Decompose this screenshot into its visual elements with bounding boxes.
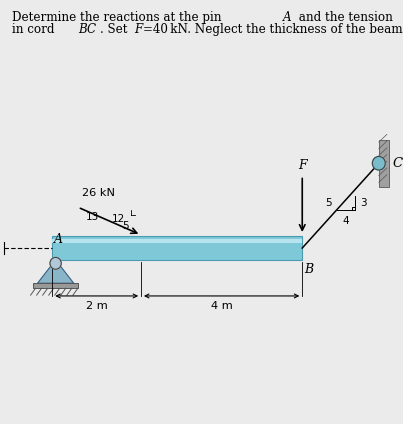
Polygon shape [37, 260, 74, 283]
Text: F: F [134, 23, 142, 36]
Text: A: A [54, 233, 63, 246]
Text: BC: BC [79, 23, 97, 36]
Bar [52, 236, 302, 260]
Circle shape [50, 257, 61, 269]
Text: C: C [392, 157, 402, 170]
Text: 26 kN: 26 kN [82, 188, 115, 198]
Text: F: F [298, 159, 307, 172]
Text: and the tension: and the tension [295, 11, 393, 24]
Circle shape [372, 156, 385, 170]
Text: . Set: . Set [100, 23, 131, 36]
Text: B: B [304, 263, 314, 276]
Text: in cord: in cord [12, 23, 58, 36]
Bar [52, 239, 302, 243]
Text: 5: 5 [325, 198, 332, 208]
Bar [33, 283, 78, 288]
Text: 2 m: 2 m [86, 301, 108, 311]
Text: 4: 4 [343, 216, 349, 226]
Bar [379, 140, 389, 187]
Text: Determine the reactions at the pin: Determine the reactions at the pin [12, 11, 225, 24]
Text: A: A [283, 11, 292, 24]
Text: 3: 3 [360, 198, 366, 208]
Text: 13: 13 [86, 212, 100, 222]
Text: 4 m: 4 m [211, 301, 233, 311]
Text: 12: 12 [112, 214, 125, 224]
Text: ​=40 kN. Neglect the thickness of the beam.: ​=40 kN. Neglect the thickness of the be… [143, 23, 403, 36]
Text: 5: 5 [123, 221, 129, 231]
